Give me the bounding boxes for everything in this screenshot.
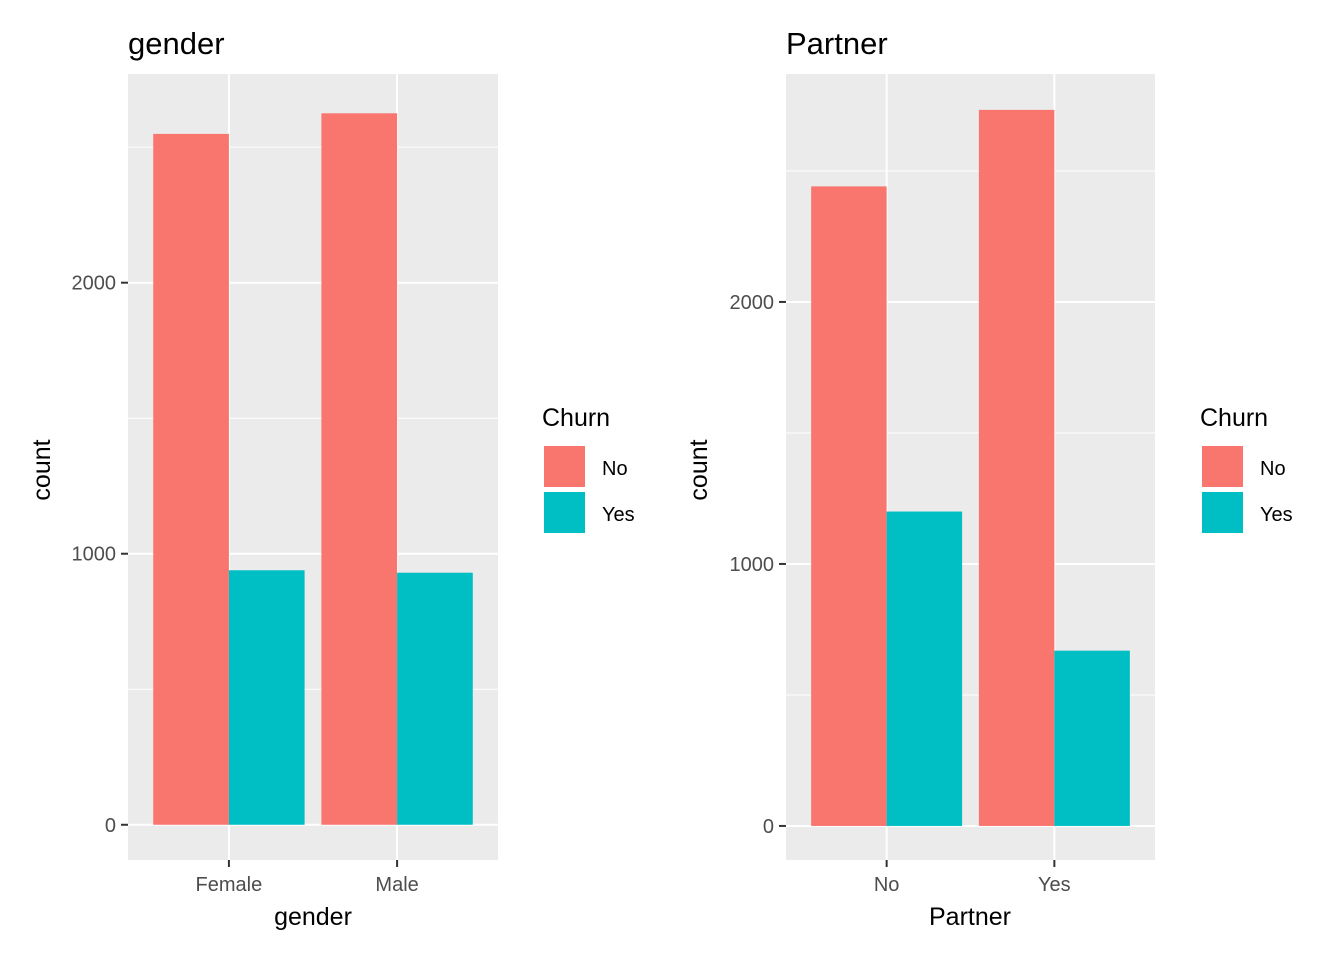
legend-label-yes: Yes	[602, 504, 635, 526]
legend-label-no: No	[602, 458, 628, 480]
bars	[153, 113, 473, 825]
x-axis-title: Partner	[929, 903, 1011, 931]
bar-yes-yes	[1054, 650, 1130, 826]
x-axis-title: gender	[274, 903, 352, 931]
x-axis: Female Male	[196, 860, 419, 896]
x-axis: No Yes	[874, 860, 1071, 896]
bar-no-no	[811, 186, 887, 826]
legend-key-yes	[1200, 490, 1245, 535]
bar-female-no	[153, 133, 229, 825]
y-tick-label: 2000	[72, 273, 117, 295]
partner-chart: Partner 0 1000 2000 No Yes Partner count Ch…	[685, 26, 1293, 931]
legend-key-no	[1200, 444, 1245, 489]
y-axis-title: count	[685, 439, 713, 500]
legend: Churn No Yes	[542, 404, 635, 535]
chart-title: Partner	[786, 26, 888, 61]
bar-male-no	[321, 113, 398, 825]
y-tick-label: 2000	[730, 292, 775, 314]
y-tick-label: 0	[105, 815, 116, 837]
bar-yes-no	[978, 109, 1055, 826]
gender-chart: gender 0 1000 2000 Female Male gender count…	[28, 26, 635, 931]
legend-title: Churn	[1200, 404, 1268, 432]
bars	[811, 109, 1130, 826]
legend: Churn No Yes	[1200, 404, 1293, 535]
y-tick-label: 0	[763, 816, 774, 838]
x-tick-label: Yes	[1038, 874, 1071, 896]
legend-title: Churn	[542, 404, 610, 432]
bar-female-yes	[228, 570, 305, 825]
legend-key-yes	[542, 490, 587, 535]
bar-no-yes	[886, 511, 963, 826]
y-tick-label: 1000	[730, 554, 775, 576]
bar-male-yes	[397, 572, 473, 825]
legend-label-yes: Yes	[1260, 504, 1293, 526]
x-tick-label: Male	[375, 874, 418, 896]
y-tick-label: 1000	[72, 544, 117, 566]
x-tick-label: No	[874, 874, 900, 896]
legend-key-no	[542, 444, 587, 489]
y-axis-title: count	[28, 439, 56, 500]
legend-label-no: No	[1260, 458, 1286, 480]
x-tick-label: Female	[196, 874, 263, 896]
y-axis: 0 1000 2000	[72, 273, 128, 837]
y-axis: 0 1000 2000	[730, 292, 786, 838]
chart-title: gender	[128, 26, 225, 61]
